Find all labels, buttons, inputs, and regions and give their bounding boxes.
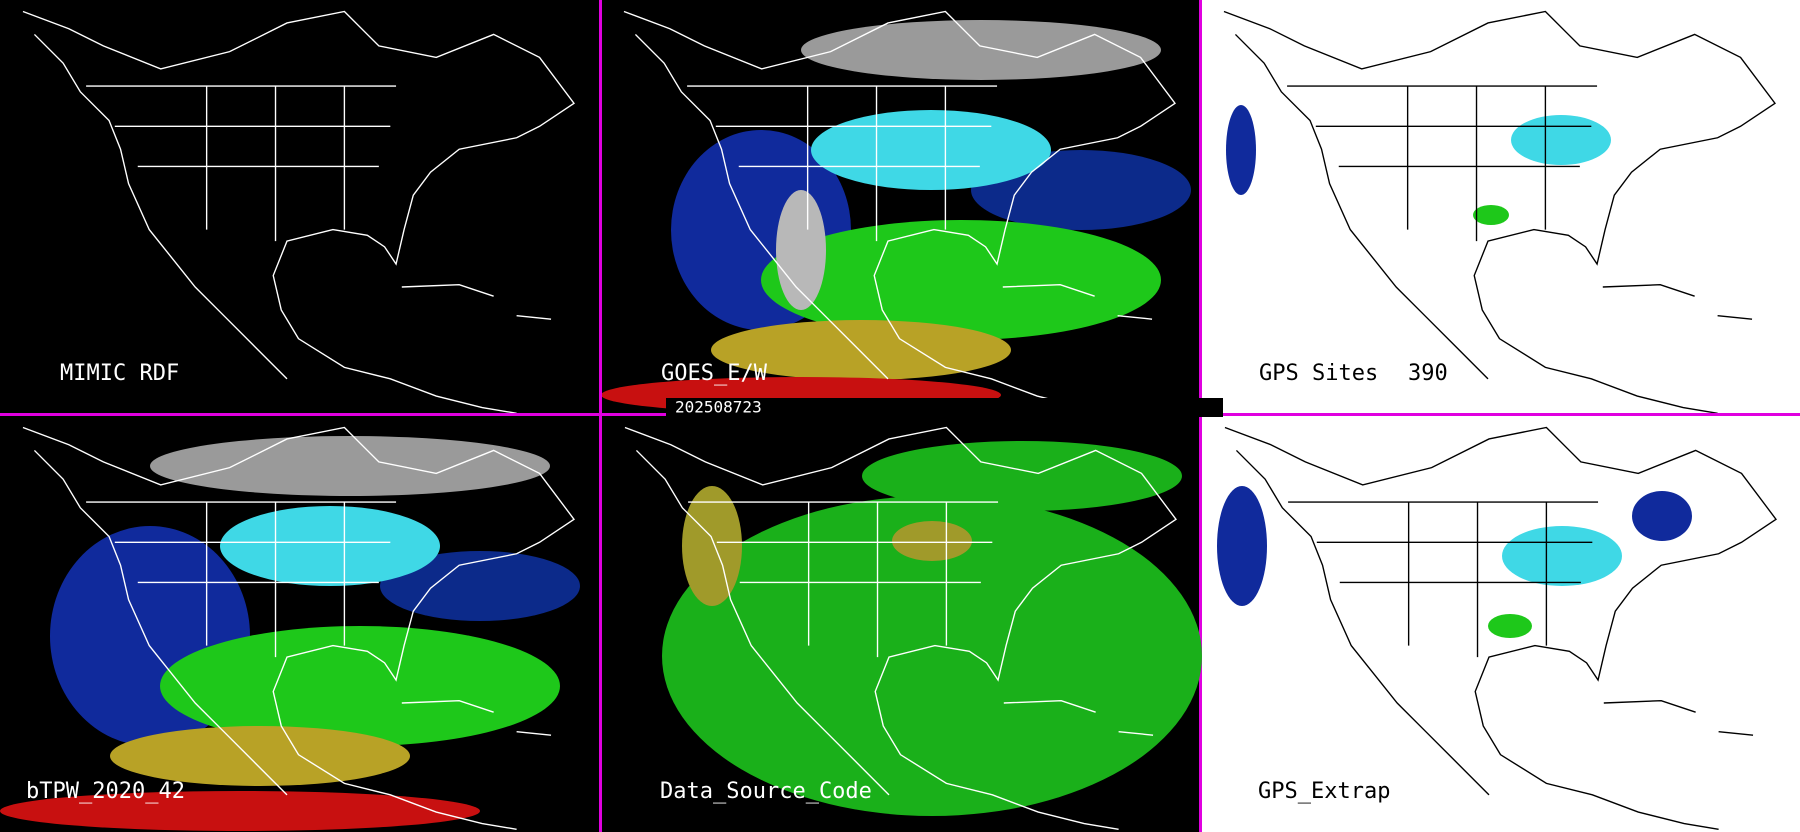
moisture-blob bbox=[380, 551, 580, 621]
timestamp-bar bbox=[666, 398, 1223, 417]
moisture-blob bbox=[711, 320, 1011, 380]
panel-data-source: Data_Source_Code bbox=[602, 416, 1202, 832]
panel-bg bbox=[1201, 0, 1800, 413]
site-count: 390 bbox=[1408, 361, 1448, 386]
moisture-blob bbox=[220, 506, 440, 586]
site-cluster bbox=[1473, 205, 1509, 225]
moisture-blob bbox=[0, 791, 480, 831]
moisture-blob bbox=[150, 436, 550, 496]
moisture-blob bbox=[160, 626, 560, 746]
panel-bg bbox=[0, 0, 599, 413]
panel-label: GPS_Extrap bbox=[1258, 779, 1390, 804]
extrap-region bbox=[1632, 491, 1692, 541]
source-region bbox=[682, 486, 742, 606]
panel-label: Data_Source_Code bbox=[660, 779, 872, 804]
extrap-region bbox=[1488, 614, 1532, 638]
panel-label: bTPW_2020_42 bbox=[26, 779, 185, 804]
moisture-blob bbox=[801, 20, 1161, 80]
panel-gps-sites: GPS Sites 390 bbox=[1201, 0, 1800, 414]
panel-goes: GOES_E/W bbox=[601, 0, 1199, 414]
extrap-region bbox=[1502, 526, 1622, 586]
moisture-blob bbox=[110, 726, 410, 786]
panel-label: GOES_E/W bbox=[661, 361, 768, 386]
source-region bbox=[662, 496, 1202, 816]
moisture-blob bbox=[776, 190, 826, 310]
source-region bbox=[862, 441, 1182, 511]
moisture-blob bbox=[811, 110, 1051, 190]
site-cluster bbox=[1511, 115, 1611, 165]
site-cluster bbox=[1226, 105, 1256, 195]
extrap-region bbox=[1217, 486, 1267, 606]
panel-mimic-rdf: MIMIC RDF bbox=[0, 0, 599, 414]
panel-label: MIMIC RDF bbox=[60, 361, 179, 386]
panel-btpw: bTPW_2020_42 bbox=[0, 416, 599, 832]
source-region bbox=[892, 521, 972, 561]
timestamp: 202508723 bbox=[675, 398, 762, 417]
panel-label: GPS Sites bbox=[1259, 361, 1378, 386]
moisture-blob bbox=[761, 220, 1161, 340]
panel-gps-extrap: GPS_Extrap bbox=[1202, 416, 1800, 832]
